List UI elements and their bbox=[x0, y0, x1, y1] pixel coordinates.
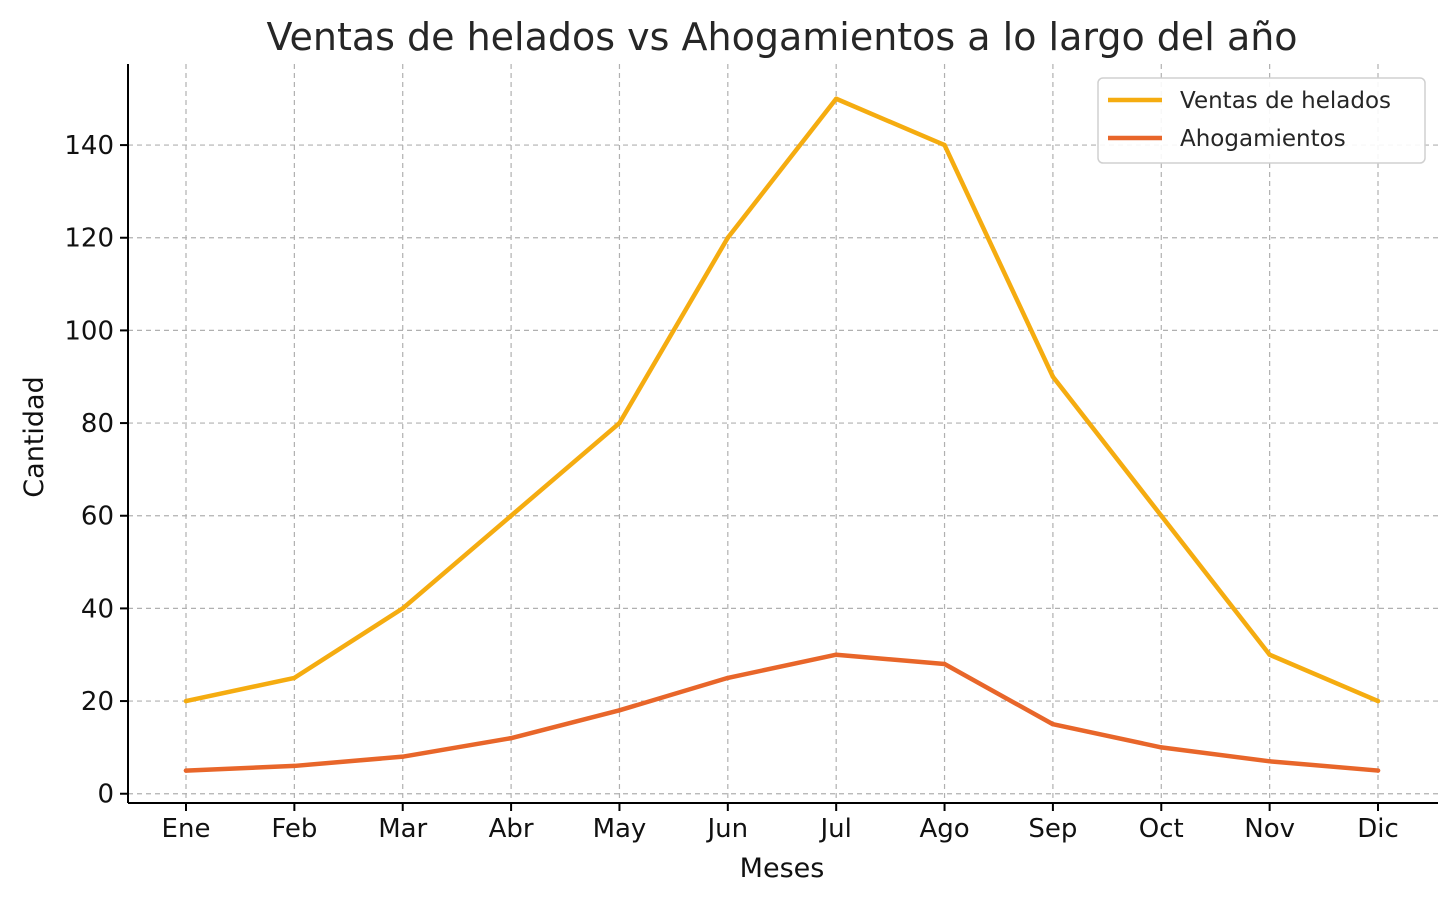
legend-label-ahogamientos: Ahogamientos bbox=[1180, 126, 1346, 152]
legend: Ventas de helados Ahogamientos bbox=[1097, 77, 1426, 164]
data-point-ahogamientos-may bbox=[617, 708, 622, 713]
series-line-ventas-de-helados bbox=[183, 96, 1381, 704]
series-layer bbox=[183, 96, 1381, 773]
axes-layer bbox=[127, 64, 1438, 804]
data-point-ahogamientos-dic bbox=[1375, 768, 1381, 773]
data-point-ventas-de-helados-mar bbox=[400, 606, 405, 611]
y-tick-label-80: 80 bbox=[81, 409, 114, 439]
data-point-ventas-de-helados-may bbox=[617, 420, 622, 426]
x-tick-label-sep: Sep bbox=[1028, 814, 1077, 844]
x-tick-label-mar: Mar bbox=[378, 814, 427, 844]
x-tick-label-feb: Feb bbox=[271, 814, 317, 844]
data-point-ahogamientos-ago bbox=[942, 661, 947, 667]
legend-label-ventas: Ventas de helados bbox=[1180, 88, 1391, 114]
data-point-ventas-de-helados-abr bbox=[508, 513, 514, 518]
data-point-ahogamientos-jun bbox=[725, 675, 731, 681]
y-tick-label-40: 40 bbox=[81, 594, 114, 624]
data-point-ahogamientos-sep bbox=[1050, 722, 1056, 727]
data-point-ventas-de-helados-oct bbox=[1159, 513, 1164, 518]
data-point-ventas-de-helados-jul bbox=[833, 96, 839, 101]
x-tick-label-ago: Ago bbox=[919, 814, 969, 844]
data-point-ventas-de-helados-sep bbox=[1050, 374, 1056, 379]
data-point-ahogamientos-abr bbox=[508, 735, 514, 741]
data-point-ahogamientos-jul bbox=[833, 652, 839, 657]
data-point-ahogamientos-feb bbox=[292, 763, 297, 769]
data-point-ventas-de-helados-feb bbox=[292, 675, 297, 681]
x-tick-label-may: May bbox=[593, 814, 647, 844]
grid-layer bbox=[128, 64, 1438, 803]
x-tick-label-jun: Jun bbox=[706, 814, 749, 844]
x-tick-label-nov: Nov bbox=[1244, 814, 1295, 844]
y-tick-label-100: 100 bbox=[64, 316, 114, 346]
y-tick-label-0: 0 bbox=[97, 780, 114, 810]
x-tick-label-ene: Ene bbox=[162, 814, 211, 844]
x-tick-label-dic: Dic bbox=[1357, 814, 1399, 844]
data-point-ventas-de-helados-dic bbox=[1375, 698, 1381, 704]
data-point-ventas-de-helados-jun bbox=[725, 235, 731, 240]
data-point-ventas-de-helados-ene bbox=[183, 698, 189, 704]
data-point-ahogamientos-ene bbox=[183, 768, 189, 773]
series-line-ahogamientos bbox=[183, 652, 1381, 773]
data-point-ahogamientos-mar bbox=[400, 754, 405, 759]
data-point-ventas-de-helados-nov bbox=[1267, 652, 1272, 657]
ticks-layer: Ene Feb Mar Abr May Jun Jul Ago Sep Oct Nov Dic 0 20 4… bbox=[64, 131, 1398, 844]
x-tick-label-jul: Jul bbox=[818, 814, 851, 844]
chart-title: Ventas de helados vs Ahogamientos a lo l… bbox=[266, 15, 1297, 59]
x-axis-label: Meses bbox=[740, 853, 825, 884]
y-axis-label: Cantidad bbox=[19, 376, 50, 497]
x-tick-label-abr: Abr bbox=[489, 814, 534, 844]
x-tick-label-oct: Oct bbox=[1139, 814, 1184, 844]
data-point-ahogamientos-nov bbox=[1267, 759, 1272, 764]
y-tick-label-140: 140 bbox=[64, 131, 114, 161]
y-tick-label-60: 60 bbox=[81, 502, 114, 532]
y-tick-label-20: 20 bbox=[81, 687, 114, 717]
y-tick-label-120: 120 bbox=[64, 224, 114, 254]
legend-box bbox=[1097, 77, 1426, 164]
data-point-ahogamientos-oct bbox=[1159, 745, 1164, 750]
data-point-ventas-de-helados-ago bbox=[942, 142, 947, 148]
